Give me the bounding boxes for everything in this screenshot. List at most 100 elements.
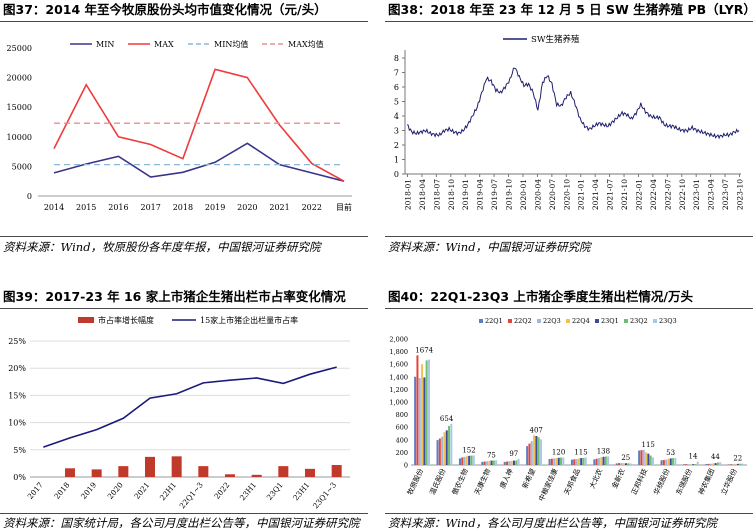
legend-label: MAX bbox=[154, 40, 174, 49]
legend-label: 22Q4 bbox=[572, 317, 590, 325]
x-tick-label: 唐人神 bbox=[498, 467, 515, 490]
bar bbox=[627, 463, 630, 465]
x-tick-label: 2020 bbox=[237, 203, 257, 212]
x-tick-label: 温氏股份 bbox=[428, 467, 448, 496]
x-tick-label: 2019-10 bbox=[505, 179, 514, 210]
bar bbox=[580, 458, 583, 465]
x-tick-label: 23Q1 bbox=[265, 481, 285, 502]
chart-37: 0 5000 10000 15000 20000 25000 2014 2015 2016 201… bbox=[7, 39, 352, 212]
chart-40: 0 200 400 600 800 1,000 1,200 1,400 1,600 1,800 2,… bbox=[389, 317, 747, 503]
bar bbox=[560, 457, 563, 465]
bar bbox=[427, 359, 430, 465]
bar bbox=[461, 457, 464, 465]
bar bbox=[490, 460, 493, 465]
bar bbox=[448, 425, 451, 465]
x-tick-label: 金新农 bbox=[610, 467, 627, 490]
bar bbox=[669, 458, 672, 465]
legend-label: 15家上市猪企出栏量市占率 bbox=[200, 315, 298, 325]
y-tick-label: 20% bbox=[8, 364, 26, 373]
bar bbox=[665, 459, 668, 465]
bar bbox=[470, 455, 473, 465]
bar bbox=[739, 463, 742, 465]
bar bbox=[528, 443, 531, 465]
bar bbox=[682, 464, 685, 465]
x-tick-label: 2021 bbox=[132, 481, 151, 501]
y-tick-label: 800 bbox=[396, 411, 408, 419]
chart-38: 0 1 2 3 4 5 6 7 8 2018-01 2018-04 2018-07 2018-10 201… bbox=[394, 34, 745, 210]
bar bbox=[575, 459, 578, 465]
data-label: 138 bbox=[597, 447, 610, 455]
source-note-37: 资料来源：Wind，牧原股份各年度年报，中国银河证券研究院 bbox=[3, 240, 321, 254]
x-tick-label: 2020 bbox=[106, 480, 125, 501]
data-label: 53 bbox=[666, 449, 675, 457]
bar bbox=[423, 377, 426, 465]
bar bbox=[573, 459, 576, 465]
x-tick-label: 中粮家佳康 bbox=[537, 467, 560, 503]
source-note-38: 资料来源：Wind，中国银河证券研究院 bbox=[388, 240, 591, 254]
x-tick-label: 新希望 bbox=[520, 467, 537, 490]
y-tick-label: 25% bbox=[8, 337, 26, 346]
data-label: 1674 bbox=[415, 346, 433, 354]
legend-label: 22Q1 bbox=[485, 317, 503, 325]
bar bbox=[555, 458, 558, 465]
x-tick-label: 2018 bbox=[173, 203, 193, 212]
bar bbox=[450, 423, 453, 465]
legend-swatch bbox=[78, 317, 94, 323]
bar bbox=[689, 464, 692, 465]
y-tick-label: 2,000 bbox=[389, 336, 408, 344]
chart-39: 0% 5% 10% 15% 20% 25% 2017 2018 2019 2020 2021 22H1… bbox=[8, 315, 350, 510]
y-tick-label: 1,600 bbox=[389, 361, 408, 369]
bar bbox=[510, 460, 513, 465]
legend-label: 23Q3 bbox=[659, 317, 677, 325]
bar bbox=[732, 464, 735, 465]
legend-swatch bbox=[479, 319, 483, 323]
x-tick-label: 2020-01 bbox=[519, 179, 528, 210]
bar bbox=[506, 461, 509, 465]
bar bbox=[604, 456, 607, 465]
panel-38: 图38：2018 年至 23 年 12 月 5 日 SW 生猪养殖 PB（LYR… bbox=[385, 0, 753, 258]
x-tick-label: 23Q1~3 bbox=[311, 480, 338, 510]
x-tick-label: 2019 bbox=[79, 480, 98, 501]
legend-label: 22Q2 bbox=[514, 317, 532, 325]
x-tick-label: 2017 bbox=[140, 203, 160, 212]
bar bbox=[443, 432, 446, 465]
bar bbox=[687, 464, 690, 465]
x-tick-label: 2021 bbox=[269, 203, 289, 212]
legend-label: 22Q3 bbox=[543, 317, 561, 325]
y-tick-label: 1,400 bbox=[389, 373, 408, 381]
bar bbox=[629, 463, 632, 465]
bar bbox=[692, 464, 695, 465]
y-tick-label: 10% bbox=[8, 419, 26, 428]
bar bbox=[465, 456, 468, 465]
x-tick-label: 22Q1~3 bbox=[178, 480, 205, 510]
x-tick-label: 华统股份 bbox=[652, 467, 672, 496]
bar bbox=[705, 464, 708, 465]
chart-title-39: 图39：2017-23 年 16 家上市猪企生猪出栏市占率变化情况 bbox=[3, 289, 346, 304]
bar bbox=[736, 463, 739, 465]
bar bbox=[719, 462, 722, 465]
y-tick-label: 5 bbox=[394, 98, 399, 107]
y-tick-label: 15000 bbox=[7, 103, 32, 112]
bar bbox=[582, 457, 585, 465]
legend-swatch bbox=[595, 319, 599, 323]
y-tick-label: 8 bbox=[394, 54, 399, 63]
chart-title-40: 图40：22Q1-23Q3 上市猪企季度生猪出栏情况/万头 bbox=[388, 289, 693, 304]
bar bbox=[577, 458, 580, 465]
bar bbox=[145, 456, 155, 477]
bar bbox=[615, 463, 618, 465]
bar bbox=[707, 463, 710, 465]
bar bbox=[672, 458, 675, 465]
x-tick-label: 2018 bbox=[52, 480, 71, 501]
source-rule bbox=[0, 236, 368, 237]
bar bbox=[685, 464, 688, 465]
x-tick-label: 2022-10 bbox=[678, 179, 687, 210]
x-tick-label: 2015 bbox=[76, 203, 96, 212]
bar bbox=[651, 457, 654, 465]
title-rule bbox=[0, 308, 368, 309]
source-note-39: 资料来源：国家统计局，各公司月度出栏公告等，中国银河证券研究院 bbox=[3, 516, 360, 530]
legend-label: MAX均值 bbox=[288, 39, 324, 49]
x-tick-label: 2020-07 bbox=[548, 179, 557, 210]
bar bbox=[674, 457, 677, 465]
bar bbox=[620, 463, 623, 465]
bar bbox=[709, 463, 712, 465]
